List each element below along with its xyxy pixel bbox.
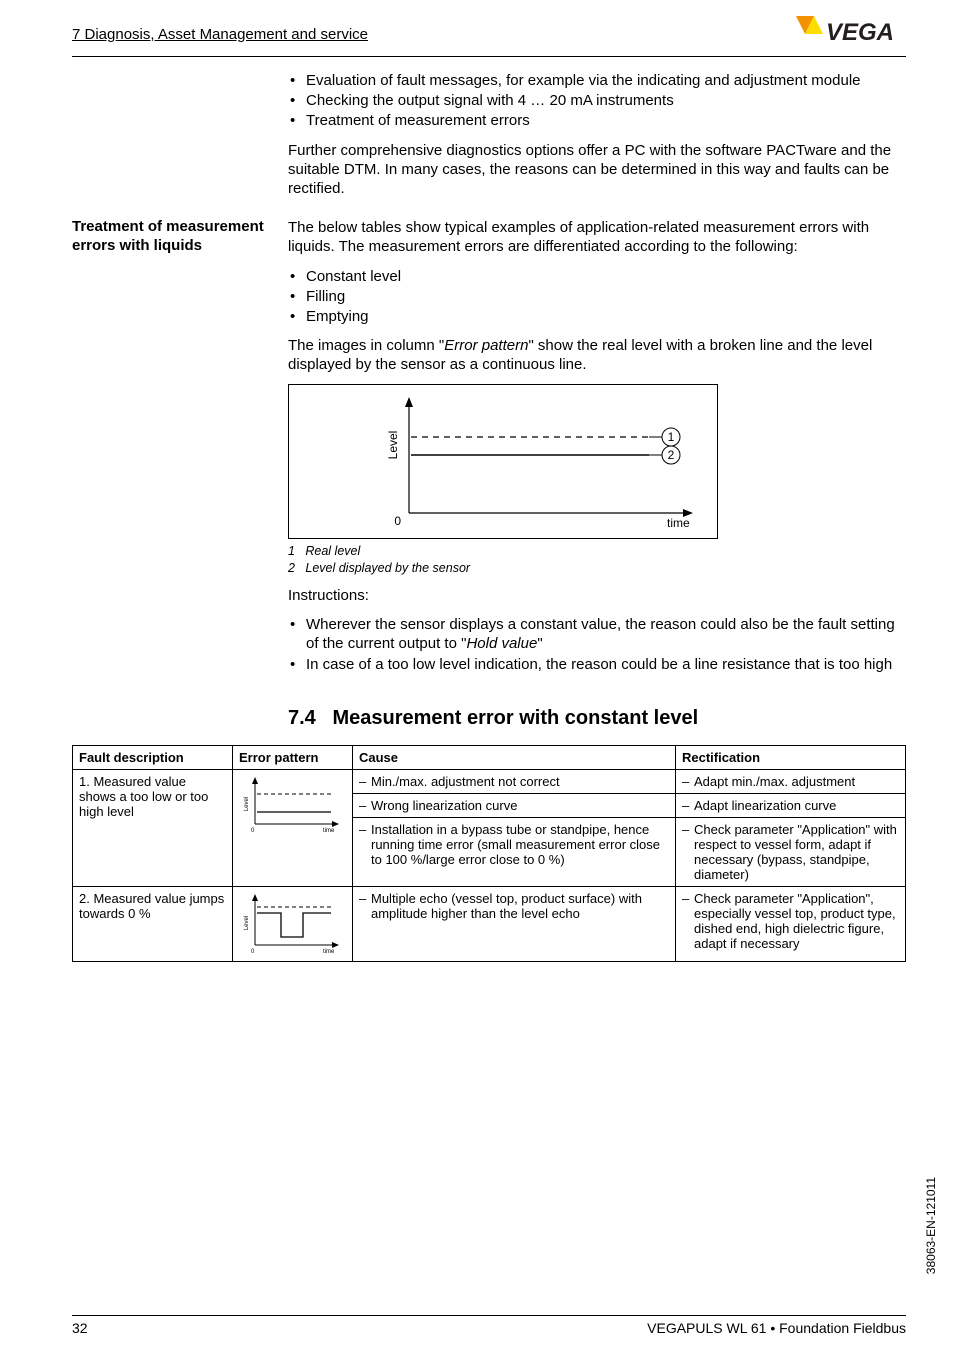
svg-text:Level: Level (244, 797, 250, 811)
instruction-bullet: Wherever the sensor displays a constant … (288, 615, 906, 653)
intro-bullet: Treatment of measurement errors (288, 111, 906, 130)
svg-text:1: 1 (668, 430, 675, 444)
table-row: 2. Measured value jumps towards 0 % Leve… (73, 887, 906, 962)
page-number: 32 (72, 1320, 88, 1336)
svg-text:0: 0 (394, 514, 401, 528)
instruction-bullet: In case of a too low level indication, t… (288, 655, 906, 674)
cause-cell: Installation in a bypass tube or standpi… (353, 818, 676, 887)
rect-cell: Adapt min./max. adjustment (676, 770, 906, 794)
header-section-title: 7 Diagnosis, Asset Management and servic… (72, 26, 368, 43)
svg-text:VEGA: VEGA (826, 19, 894, 46)
treatment-bullet: Filling (288, 287, 906, 306)
intro-paragraph: Further comprehensive diagnostics option… (288, 141, 906, 199)
instructions-label: Instructions: (288, 586, 906, 605)
table-row: 1. Measured value shows a too low or too… (73, 770, 906, 794)
instruction-bullet-list: Wherever the sensor displays a constant … (288, 615, 906, 674)
cause-cell: Min./max. adjustment not correct (353, 770, 676, 794)
treatment-paragraph: The below tables show typical examples o… (288, 218, 906, 256)
intro-bullet-list: Evaluation of fault messages, for exampl… (288, 71, 906, 131)
intro-bullet: Evaluation of fault messages, for exampl… (288, 71, 906, 90)
table-header: Cause (353, 746, 676, 770)
vega-logo: VEGA (796, 16, 906, 52)
rect-cell: Adapt linearization curve (676, 794, 906, 818)
sidebar-treatment-heading: Treatment of measurement errors with liq… (72, 218, 272, 256)
rect-cell: Check parameter "Application" with respe… (676, 818, 906, 887)
svg-text:time: time (323, 949, 335, 955)
rect-cell: Check parameter "Application", especiall… (676, 887, 906, 962)
table-header: Fault description (73, 746, 233, 770)
svg-text:Level: Level (244, 916, 250, 930)
pattern-cell: Level 0 time (233, 887, 353, 962)
svg-text:0: 0 (251, 949, 255, 955)
svg-text:Level: Level (386, 431, 400, 460)
treatment-bullet: Emptying (288, 307, 906, 326)
pattern-cell: Level 0 time (233, 770, 353, 887)
fault-cell: 2. Measured value jumps towards 0 % (73, 887, 233, 962)
fault-cell: 1. Measured value shows a too low or too… (73, 770, 233, 887)
table-header: Error pattern (233, 746, 353, 770)
intro-bullet: Checking the output signal with 4 … 20 m… (288, 91, 906, 110)
treatment-paragraph-2: The images in column "Error pattern" sho… (288, 336, 906, 374)
cause-cell: Wrong linearization curve (353, 794, 676, 818)
svg-text:2: 2 (668, 448, 675, 462)
svg-text:time: time (323, 828, 335, 834)
fault-table: Fault description Error pattern Cause Re… (72, 745, 906, 962)
footer: 32 VEGAPULS WL 61 • Foundation Fieldbus (72, 1315, 906, 1336)
level-time-figure: Level 0 time 1 2 (288, 384, 718, 539)
side-doc-code: 38063-EN-121011 (924, 1177, 938, 1274)
cause-cell: Multiple echo (vessel top, product surfa… (353, 887, 676, 962)
footer-doc-title: VEGAPULS WL 61 • Foundation Fieldbus (647, 1320, 906, 1336)
svg-text:time: time (667, 516, 690, 530)
treatment-bullet-list: Constant level Filling Emptying (288, 267, 906, 327)
table-header: Rectification (676, 746, 906, 770)
treatment-bullet: Constant level (288, 267, 906, 286)
figure-caption: 1 Real level 2 Level displayed by the se… (288, 543, 906, 576)
svg-text:0: 0 (251, 828, 255, 834)
subsection-heading: 7.4 Measurement error with constant leve… (288, 706, 906, 732)
